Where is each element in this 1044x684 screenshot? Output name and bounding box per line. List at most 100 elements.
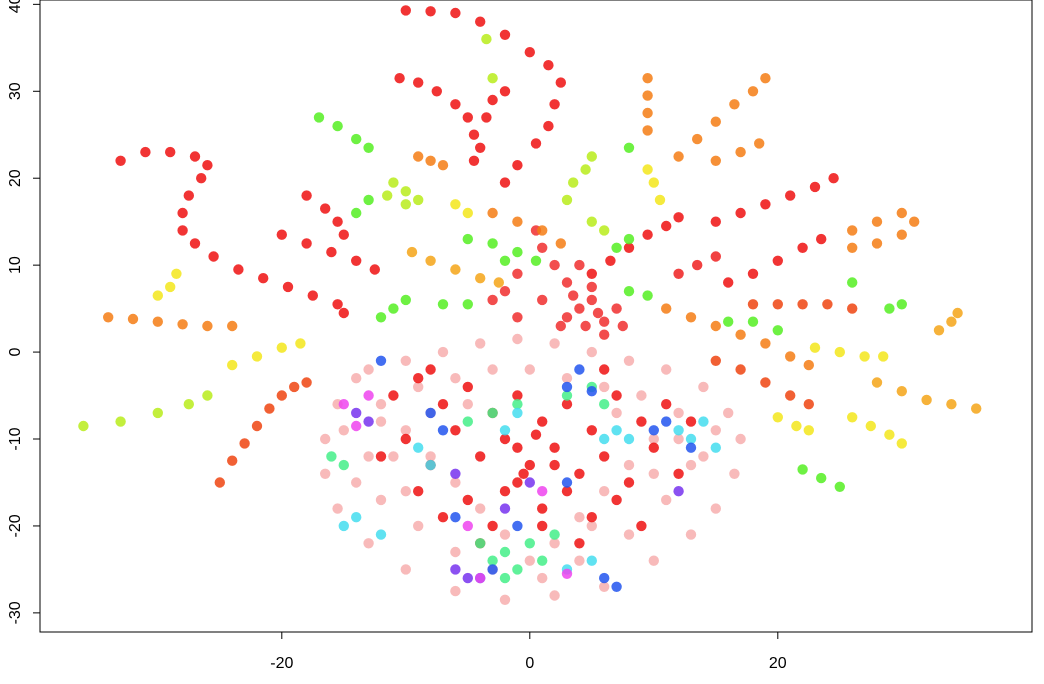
point-11-12	[400, 433, 411, 445]
point-33-1	[115, 416, 126, 427]
point-1-3	[475, 16, 486, 27]
point-7-0	[723, 277, 734, 288]
points-layer	[78, 5, 982, 605]
point-20-6	[803, 359, 814, 371]
point-46-14	[326, 451, 337, 462]
series-28	[642, 164, 666, 206]
point-28-1	[648, 177, 659, 188]
point-38-1	[332, 120, 343, 132]
series-42	[611, 233, 635, 253]
point-24-2	[921, 394, 932, 406]
point-9-5	[599, 316, 610, 327]
point-2-6	[475, 142, 486, 153]
point-29-0	[809, 342, 821, 353]
point-10-36	[599, 486, 610, 497]
point-0-14	[307, 290, 318, 301]
point-19-0	[487, 207, 498, 219]
point-49-3	[462, 572, 473, 584]
point-48-0	[375, 355, 387, 366]
point-9-16	[487, 294, 498, 306]
point-22-0	[413, 151, 424, 162]
point-3-3	[351, 255, 362, 266]
point-42-0	[611, 242, 622, 253]
point-48-13	[561, 477, 573, 488]
point-10-22	[332, 503, 343, 514]
point-10-41	[661, 494, 672, 506]
point-8-0	[673, 268, 684, 279]
series-12	[214, 377, 312, 488]
point-25-0	[933, 325, 945, 336]
series-38	[313, 112, 374, 153]
series-3	[276, 229, 380, 275]
point-47-3	[425, 459, 436, 471]
x-tick-label-0: -20	[270, 655, 293, 672]
point-7-2	[772, 255, 783, 266]
point-48-1	[425, 407, 436, 419]
series-11	[375, 364, 697, 549]
series-14	[710, 355, 814, 410]
point-41-0	[437, 299, 449, 310]
point-0-15	[332, 299, 343, 310]
point-0-1	[140, 146, 151, 158]
point-10-11	[735, 433, 746, 445]
series-6	[710, 173, 839, 227]
point-20-0	[661, 303, 672, 314]
point-36-1	[599, 225, 610, 236]
point-11-22	[648, 442, 659, 453]
point-11-26	[462, 494, 473, 506]
y-tick-label-3: 0	[7, 348, 24, 357]
point-32-1	[462, 207, 473, 219]
point-11-0	[388, 390, 399, 401]
point-17-0	[642, 73, 653, 84]
series-31	[772, 412, 814, 436]
point-45-4	[351, 207, 362, 219]
point-9-4	[592, 307, 604, 319]
series-15	[103, 312, 238, 332]
point-10-66	[537, 572, 548, 584]
point-49-1	[363, 416, 374, 427]
point-2-9	[487, 94, 498, 106]
point-16-0	[673, 151, 684, 162]
point-11-24	[413, 486, 424, 497]
point-37-1	[481, 33, 492, 45]
point-47-2	[375, 529, 387, 540]
point-40-2	[400, 294, 411, 306]
point-48-3	[648, 425, 659, 436]
point-35-1	[568, 177, 579, 188]
point-47-10	[698, 416, 709, 427]
point-34-3	[400, 199, 411, 210]
point-45-2	[642, 290, 653, 301]
point-48-7	[561, 381, 573, 393]
point-46-0	[475, 538, 486, 549]
point-10-59	[388, 451, 399, 462]
point-4-0	[301, 190, 312, 201]
point-22-2	[437, 160, 449, 171]
point-11-11	[661, 399, 672, 410]
point-46-10	[599, 399, 610, 410]
point-30-1	[865, 420, 876, 432]
point-2-4	[462, 112, 473, 123]
series-45	[351, 142, 858, 336]
point-38-0	[313, 112, 325, 123]
point-10-67	[710, 425, 721, 436]
point-7-4	[816, 233, 827, 245]
point-1-1	[425, 6, 436, 17]
point-45-6	[723, 316, 734, 327]
point-9-11	[549, 259, 560, 271]
point-21-2	[754, 138, 765, 149]
point-10-10	[723, 407, 734, 419]
x-tick-label-2: 20	[769, 655, 787, 672]
point-10-1	[400, 355, 411, 366]
point-11-21	[623, 477, 635, 488]
point-42-1	[623, 233, 635, 245]
point-49-5	[673, 486, 684, 497]
point-46-7	[499, 572, 511, 584]
point-1-9	[543, 120, 554, 132]
point-10-15	[648, 555, 659, 566]
point-11-16	[499, 433, 511, 445]
series-47	[338, 407, 721, 575]
point-12-5	[276, 390, 287, 401]
y-tick-label-6: 30	[7, 82, 24, 100]
point-10-50	[450, 373, 461, 384]
point-10-54	[599, 381, 610, 393]
